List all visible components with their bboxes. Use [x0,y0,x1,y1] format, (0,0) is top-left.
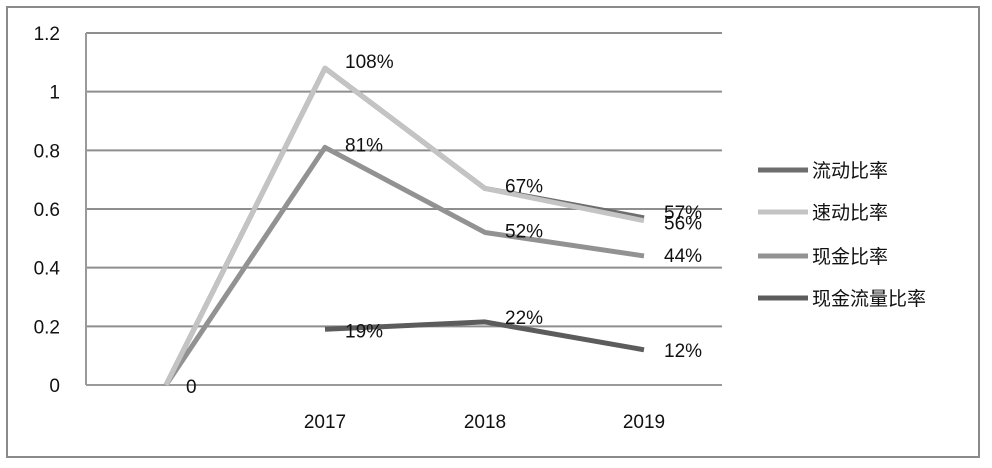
data-label: 108% [345,52,394,73]
y-axis-ticks: 0 0.2 0.4 0.6 0.8 1 1.2 [34,24,61,397]
series-lines [163,65,645,387]
x-tick-label: 2018 [464,412,506,433]
y-tick-label: 0.4 [34,259,61,280]
x-axis-ticks: 2017 2018 2019 [304,412,665,433]
data-labels: 0 108% 67% 57%56% 81% 52% 44% 19% 22% 12% [186,52,702,398]
data-label: 12% [664,341,702,362]
data-label: 56% [664,214,702,235]
data-label: 19% [345,321,383,342]
series-line [163,65,645,387]
data-label: 22% [505,308,543,329]
x-tick-label: 2017 [304,412,346,433]
legend-label: 流动比率 [812,160,888,182]
data-label: 44% [664,246,702,267]
data-label: 0 [186,377,197,398]
y-tick-label: 0.6 [34,200,60,221]
series-line [324,319,645,353]
y-tick-label: 0 [49,376,60,397]
legend-label: 现金比率 [812,246,888,268]
data-label: 81% [345,135,383,156]
x-tick-label: 2019 [623,412,665,433]
grid-lines [85,32,722,386]
legend-label: 现金流量比率 [812,288,926,310]
series-line [163,144,645,387]
y-tick-label: 1 [49,83,60,104]
data-label: 67% [505,176,543,197]
legend-label: 速动比率 [812,202,888,224]
y-tick-label: 0.8 [34,141,60,162]
data-label: 52% [505,221,543,242]
data-label: 57% [664,203,702,224]
y-tick-label: 1.2 [34,24,60,45]
y-tick-label: 0.2 [34,317,60,338]
